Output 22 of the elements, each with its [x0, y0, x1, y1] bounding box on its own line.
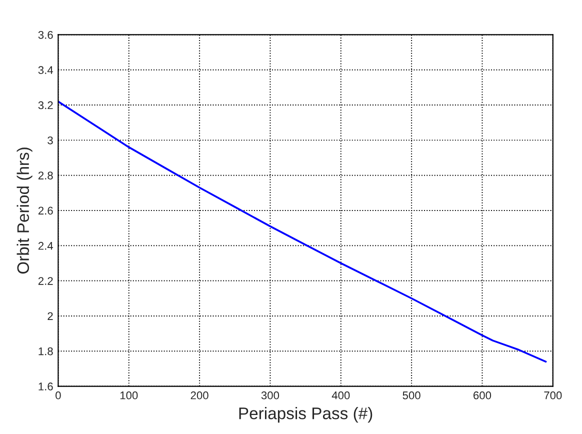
- y-tick-label: 3.4: [38, 66, 54, 74]
- y-tick-label: 2.6: [38, 206, 53, 215]
- line-series: [58, 100, 547, 363]
- x-tick-label: 100: [120, 391, 138, 400]
- x-tick-label: 300: [261, 391, 280, 400]
- y-tick-label: 3.6: [38, 30, 53, 39]
- x-tick-label: 500: [402, 391, 420, 400]
- x-axis-title: Periapsis Pass (#): [239, 407, 372, 423]
- x-tick-label: 200: [190, 391, 208, 400]
- y-tick-label: 1.6: [38, 382, 53, 390]
- y-tick-label: 3: [48, 136, 53, 144]
- y-tick-label: 2.2: [38, 277, 53, 285]
- y-tick-label: 2.8: [38, 172, 53, 180]
- y-tick-label: 2.4: [38, 242, 54, 250]
- x-tick-label: 400: [332, 391, 350, 400]
- x-tick-label: 700: [544, 391, 562, 400]
- y-tick-label: 2: [48, 312, 53, 320]
- y-axis-title: Orbit Period (hrs): [16, 148, 32, 274]
- x-tick-label: 600: [474, 391, 492, 400]
- y-tick-label: 3.2: [38, 101, 53, 110]
- x-tick-label: 0: [56, 391, 61, 400]
- y-tick-label: 1.8: [38, 347, 53, 356]
